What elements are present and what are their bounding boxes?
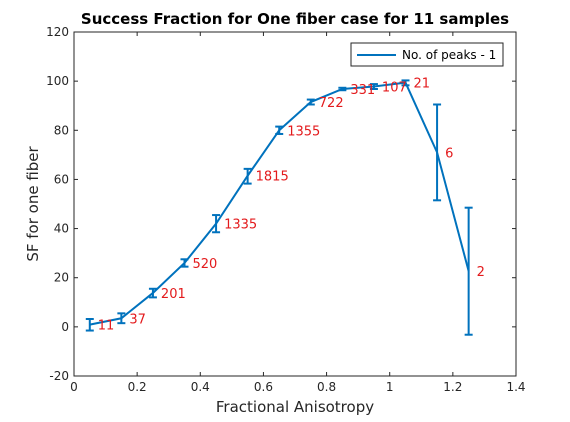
x-tick-label: 0.6 (254, 380, 273, 394)
data-label: 6 (445, 146, 453, 161)
data-label: 520 (193, 257, 218, 272)
data-label: 21 (414, 77, 431, 92)
legend: No. of peaks - 1 (350, 42, 504, 67)
data-label: 11 (98, 319, 115, 334)
y-tick-label: 0 (61, 320, 69, 334)
y-tick-label: 60 (54, 172, 69, 186)
data-label: 1335 (224, 218, 257, 233)
x-axis-label: Fractional Anisotropy (216, 398, 374, 416)
plot-area (73, 31, 517, 377)
y-tick-label: 40 (54, 222, 69, 236)
chart-title: Success Fraction for One fiber case for … (81, 10, 509, 28)
data-label: 37 (129, 312, 146, 327)
x-tick-label: 1.4 (506, 380, 525, 394)
series-group (85, 79, 473, 336)
data-label: 1815 (256, 170, 289, 185)
x-tick-label: 0.2 (128, 380, 147, 394)
legend-box (350, 42, 504, 67)
data-label: 1355 (287, 124, 320, 139)
x-tick-label: 0 (70, 380, 78, 394)
x-tick-label: 1.2 (443, 380, 462, 394)
data-labels: 11 37 201 520 1335 1815 1355 722 331 107 21 6 2 (98, 77, 485, 334)
legend-label: No. of peaks - 1 (402, 48, 496, 62)
x-tick-label: 1 (386, 380, 394, 394)
data-label: 107 (382, 81, 407, 96)
y-tick-label: -20 (49, 369, 69, 383)
x-tick-label: 0.4 (191, 380, 210, 394)
y-axis-label: SF for one fiber (24, 145, 42, 261)
y-tick-label: 120 (46, 25, 69, 39)
data-label: 201 (161, 287, 186, 302)
data-label: 331 (350, 83, 375, 98)
y-tick-label: 20 (54, 271, 69, 285)
y-tick-label: 100 (46, 74, 69, 88)
y-tick-label: 80 (54, 123, 69, 137)
data-label: 722 (319, 96, 344, 111)
data-label: 2 (477, 265, 485, 280)
x-tick-label: 0.8 (317, 380, 336, 394)
